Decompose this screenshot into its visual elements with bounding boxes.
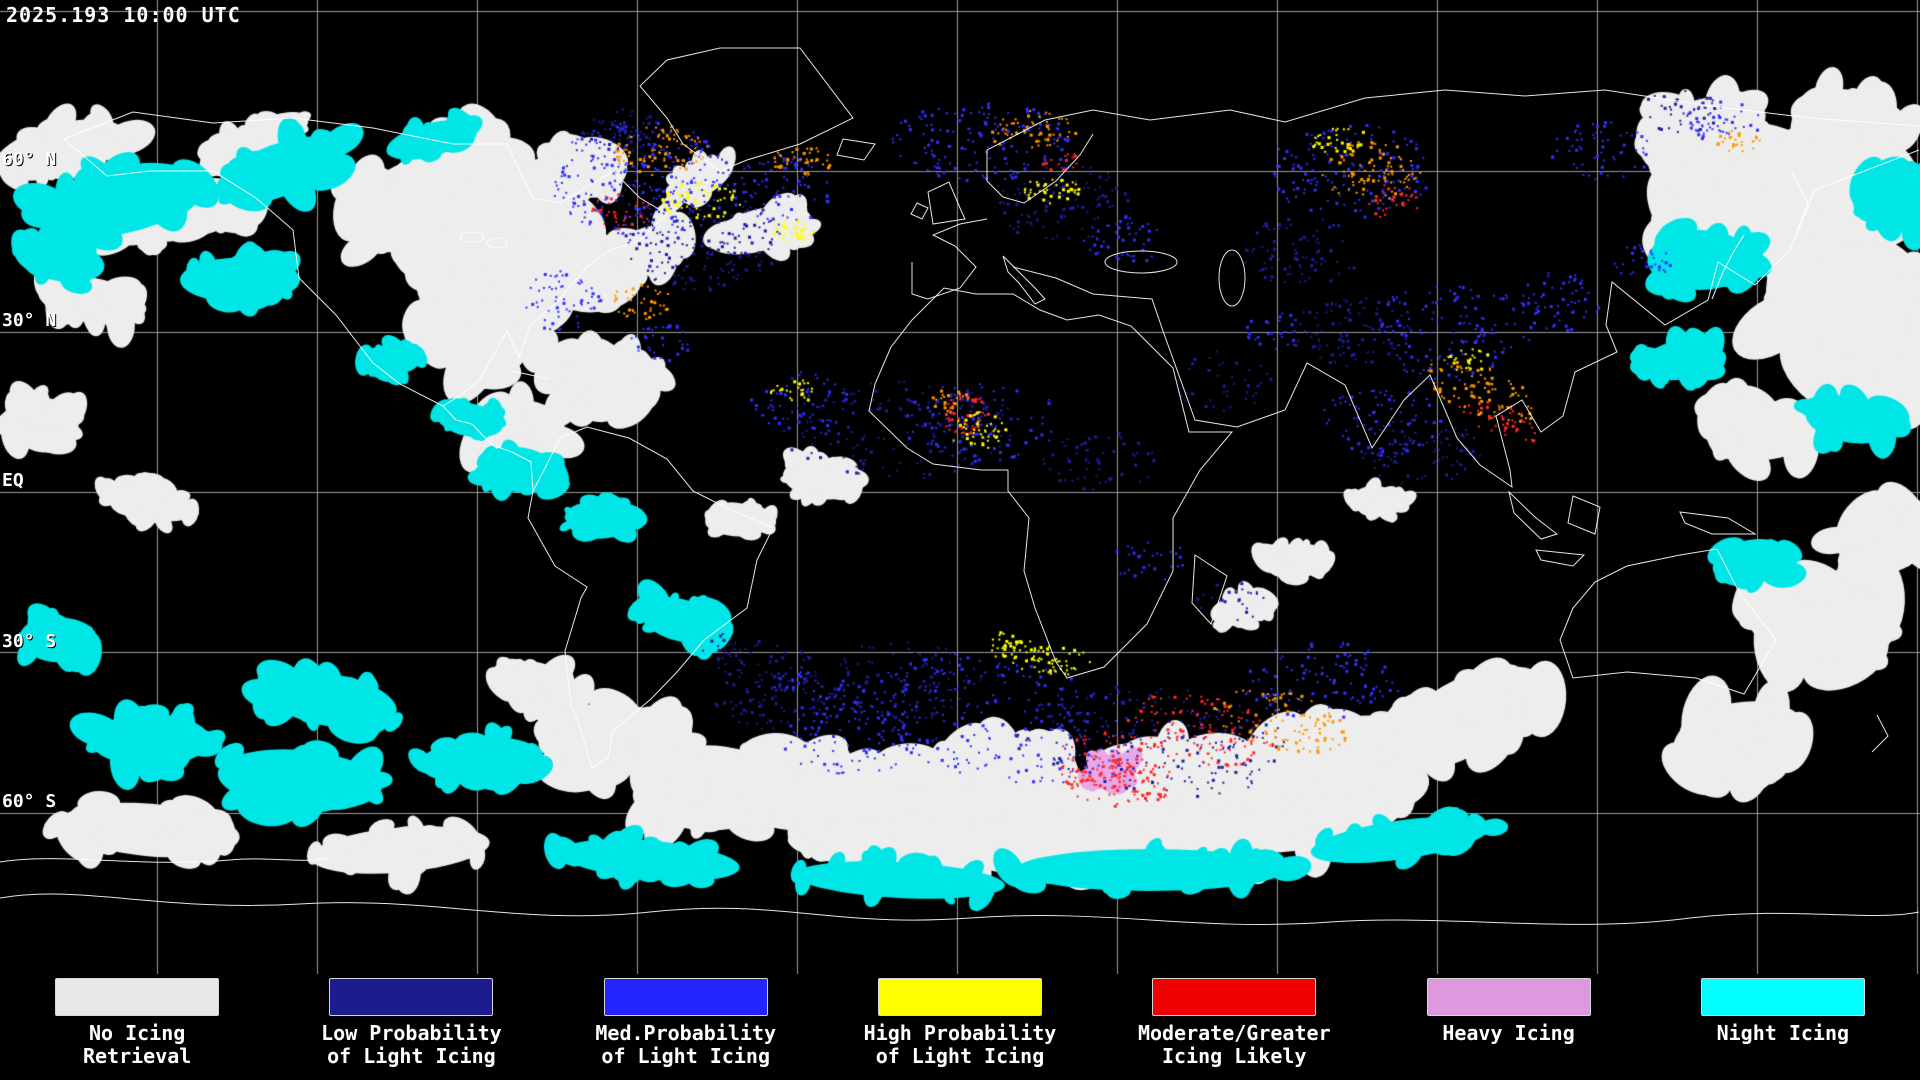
med-prob-label: Med.Probability of Light Icing	[595, 1022, 776, 1068]
moderate-label: Moderate/Greater Icing Likely	[1138, 1022, 1331, 1068]
latitude-label-eq: EQ	[2, 470, 24, 491]
legend-item-moderate: Moderate/Greater Icing Likely	[1097, 974, 1371, 1080]
greenland-coastline	[639, 47, 876, 172]
africa-coastline	[868, 287, 1234, 679]
moderate-swatch	[1152, 978, 1317, 1016]
legend-label-line: High Probability	[863, 1021, 1057, 1045]
med-prob-swatch	[603, 978, 768, 1016]
legend-label-line: of Light Icing	[327, 1044, 496, 1068]
southeast-asia-islands-coastline	[1508, 490, 1757, 567]
latitude-label-30n: 30° N	[2, 310, 57, 331]
latitude-label-60n: 60° N	[2, 149, 57, 170]
legend-label-line: of Light Icing	[875, 1044, 1045, 1068]
night-icing-swatch	[1700, 978, 1865, 1016]
legend-item-night: Night Icing	[1646, 974, 1920, 1080]
high-prob-label: High Probability of Light Icing	[864, 1022, 1057, 1068]
legend-bar: No Icing Retrieval Low Probability of Li…	[0, 974, 1920, 1080]
legend-item-heavy: Heavy Icing	[1371, 974, 1645, 1080]
legend-label-line: Retrieval	[82, 1044, 192, 1068]
legend-label-line: Night Icing	[1716, 1021, 1850, 1045]
asia-coastline	[986, 89, 1920, 489]
australia-coastline	[1559, 548, 1889, 753]
legend-label-line: Moderate/Greater	[1137, 1021, 1331, 1045]
latitude-label-30s: 30° S	[2, 631, 57, 652]
night-icing-label: Night Icing	[1717, 1022, 1849, 1045]
europe-coastline	[910, 133, 1246, 307]
no-icing-label: No Icing Retrieval	[83, 1022, 191, 1068]
north-america-coastline	[63, 111, 668, 492]
high-prob-swatch	[877, 978, 1042, 1016]
legend-label-line: Low Probability	[321, 1021, 502, 1045]
legend-label-line: Med.Probability	[595, 1021, 777, 1045]
world-icing-map: 2025.193 10:00 UTC 60° N 30° N EQ 30° S …	[0, 0, 1920, 974]
icing-map-canvas	[0, 0, 1920, 974]
legend-label-line: No Icing	[88, 1021, 186, 1045]
coastlines-overlay	[0, 47, 1920, 925]
legend-item-low-prob: Low Probability of Light Icing	[274, 974, 548, 1080]
legend-label-line: Icing Likely	[1162, 1044, 1307, 1068]
timestamp-label: 2025.193 10:00 UTC	[6, 3, 241, 27]
legend-item-high-prob: High Probability of Light Icing	[823, 974, 1097, 1080]
legend-item-med-prob: Med.Probability of Light Icing	[549, 974, 823, 1080]
south-america-coastline	[527, 426, 774, 769]
legend-label-line: Heavy Icing	[1442, 1021, 1575, 1045]
heavy-icing-swatch	[1426, 978, 1591, 1016]
low-prob-label: Low Probability of Light Icing	[321, 1022, 502, 1068]
latitude-label-60s: 60° S	[2, 791, 57, 812]
legend-label-line: of Light Icing	[601, 1044, 770, 1068]
heavy-icing-label: Heavy Icing	[1442, 1022, 1574, 1045]
legend-item-no-icing: No Icing Retrieval	[0, 974, 274, 1080]
no-icing-swatch	[55, 978, 220, 1016]
antarctica-coastline	[0, 857, 1920, 925]
low-prob-swatch	[329, 978, 494, 1016]
